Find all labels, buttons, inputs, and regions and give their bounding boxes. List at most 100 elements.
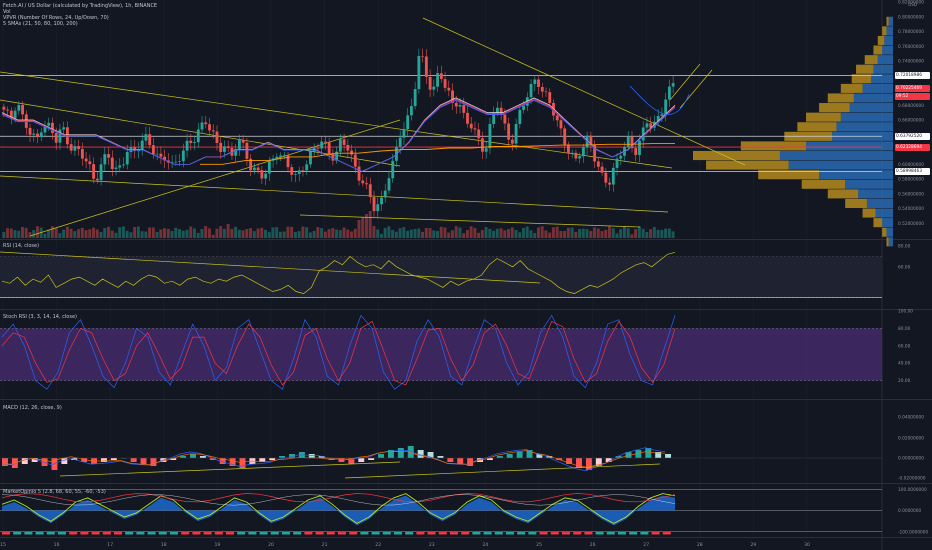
volume-bar [196, 232, 200, 238]
time-axis[interactable]: 15 16 17 18 19 20 21 22 23 24 25 26 27 28 29 30 [0, 542, 810, 548]
candle-body [267, 160, 271, 174]
macd-histogram-bar [130, 458, 137, 462]
macd-histogram-bar [447, 458, 454, 462]
macd-trendline-2 [344, 463, 661, 479]
candle-body [249, 158, 253, 171]
vp-up-row [882, 45, 893, 55]
volume-bar [641, 228, 645, 238]
candle-body [58, 129, 62, 143]
volume-bar [469, 226, 473, 238]
volume-bar [462, 233, 466, 238]
trendline-support [299, 214, 641, 228]
candle-body [282, 155, 286, 156]
mo-signal-strip [562, 532, 570, 535]
vp-down-row [819, 103, 850, 113]
volume-bar [398, 228, 402, 238]
volume-bar [222, 228, 226, 238]
candle-body [114, 167, 118, 169]
candle-body [80, 148, 84, 159]
macd-histogram-bar [536, 454, 543, 458]
volume-bar [200, 229, 204, 238]
vp-down-row [840, 83, 863, 93]
volume-bar [275, 227, 279, 238]
vp-up-row [845, 179, 893, 189]
volume-bar [611, 228, 615, 238]
candle-body [559, 120, 563, 129]
candle-body [406, 115, 410, 130]
candle-body [466, 112, 469, 124]
volume-bar [69, 228, 73, 238]
candle-body [593, 144, 597, 162]
vp-down-row [851, 74, 872, 84]
candle-body [95, 178, 99, 181]
volume-bar [249, 228, 253, 238]
candle-body [417, 56, 421, 90]
mo-signal-strip [170, 532, 178, 535]
macd-histogram-bar [348, 458, 355, 464]
vp-up-row [886, 227, 893, 237]
price-pane[interactable] [0, 17, 882, 238]
candle-body [234, 149, 238, 156]
volume-bar [170, 230, 174, 238]
candle-body [17, 105, 21, 111]
candle-body [174, 161, 178, 163]
mo-signal-strip [640, 532, 649, 535]
price-tick-label: 0.74000000 [898, 59, 924, 65]
candle-body [578, 156, 582, 159]
candle-body [469, 123, 473, 129]
time-tick-label: 30 [804, 542, 810, 548]
stoch-tick-label: 40.00 [898, 361, 911, 367]
macd-pane[interactable] [0, 446, 882, 479]
volume-bar [237, 229, 241, 238]
mo-signal-strip [2, 532, 10, 535]
candle-body [219, 142, 223, 152]
candle-body [241, 139, 245, 143]
macd-histogram-bar [566, 458, 573, 464]
candle-body [320, 141, 324, 149]
candle-body [368, 184, 372, 198]
volume-bar [219, 226, 223, 238]
candle-body [488, 123, 492, 149]
macd-histogram-bar [71, 458, 78, 460]
vp-up-row [866, 198, 893, 208]
price-tick-label: 0.76000000 [898, 44, 924, 50]
mo-signal-strip [24, 532, 33, 535]
volume-bar [6, 228, 9, 238]
volume-bar [383, 227, 387, 238]
candle-body [331, 153, 335, 161]
mo-signal-strip [125, 532, 134, 535]
volume-bar [13, 230, 17, 238]
price-badge: 0.63792520 [895, 132, 930, 140]
candle-body [163, 156, 167, 161]
time-tick-label: 22 [375, 542, 381, 548]
rsi-pane[interactable] [0, 251, 882, 298]
stoch-rsi-pane[interactable] [0, 314, 882, 390]
mo-signal-strip [427, 532, 436, 535]
vp-down-row [758, 170, 820, 180]
price-tick-label: 0.80000000 [898, 14, 924, 20]
mo-signal-strip [102, 532, 111, 535]
macd-histogram-bar [526, 450, 533, 458]
mo-signal-strip [405, 532, 414, 535]
macd-histogram-bar [665, 454, 672, 458]
volume-bar [551, 227, 555, 238]
vp-down-row [873, 218, 883, 228]
macd-histogram-bar [100, 458, 107, 462]
candle-body [656, 115, 660, 122]
volume-bar [241, 230, 245, 238]
vp-up-row [888, 16, 893, 26]
market-opinion-pane[interactable] [0, 489, 882, 535]
macd-histogram-bar [358, 458, 365, 462]
vp-down-row [877, 35, 885, 46]
volume-bar [473, 227, 477, 238]
volume-bar [159, 229, 163, 238]
volume-bar [73, 231, 77, 238]
candle-body [481, 138, 484, 152]
time-tick-label: 19 [214, 542, 220, 548]
candle-body [200, 122, 204, 130]
mo-signal-strip [136, 532, 145, 535]
mo-signal-strip [573, 532, 582, 535]
volume-bar [148, 227, 152, 238]
candle-body [409, 106, 413, 116]
